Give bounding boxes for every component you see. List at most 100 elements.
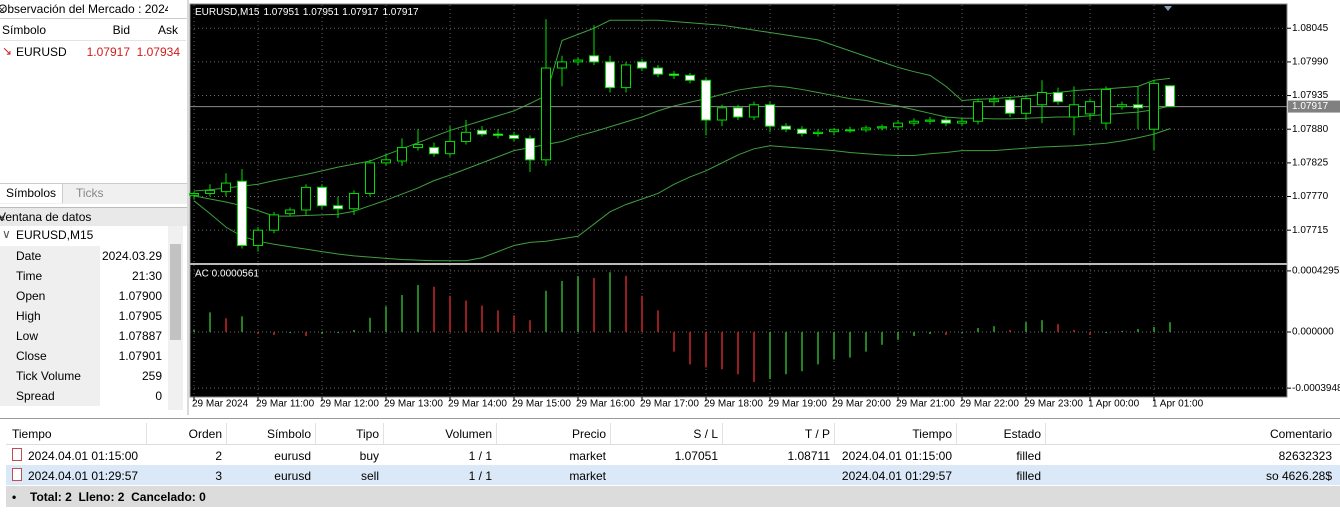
column-header[interactable]: Orden xyxy=(188,427,222,441)
market-watch-row[interactable]: ↘ EURUSD 1.07917 1.07934 xyxy=(0,42,186,62)
chart: 1.08045 1.07990 1.07935 1.07880 1.07825 1.077… xyxy=(189,0,1340,410)
order-cell: 2 xyxy=(215,449,222,463)
column-divider xyxy=(1045,423,1046,444)
x-tick-label: 29 Mar 22:00 xyxy=(960,399,1019,410)
data-window-row: Tick Volume 259 xyxy=(0,366,166,387)
candle-body xyxy=(557,61,567,69)
column-header[interactable]: Bid xyxy=(112,23,130,37)
candle-body xyxy=(1117,104,1127,108)
x-tick-label: 29 Mar 18:00 xyxy=(704,399,763,410)
candle-body xyxy=(1085,101,1095,115)
y-tick-label: 1.07990 xyxy=(1292,57,1329,68)
order-cell: 2024.04.01 01:15:00 xyxy=(841,449,952,463)
candle-body xyxy=(637,61,647,69)
order-cell: 2024.04.01 01:29:57 xyxy=(841,469,952,483)
close-button[interactable]: × xyxy=(0,2,6,17)
column-header[interactable]: Precio xyxy=(571,427,606,441)
column-header[interactable]: Tiempo xyxy=(12,427,52,441)
data-window-symbol-row[interactable]: ∨ EURUSD,M15 xyxy=(0,226,166,244)
y-tick-label: 1.07880 xyxy=(1292,124,1329,135)
candle-body xyxy=(461,131,471,142)
candle-body xyxy=(573,59,583,63)
column-header[interactable]: S / L xyxy=(693,427,718,441)
tab[interactable]: Ticks xyxy=(76,186,104,200)
order-row[interactable]: 2024.04.01 01:15:00 2 eurusd buy 1 / 1 market… xyxy=(6,445,1340,465)
candle-body xyxy=(445,140,455,155)
band-line xyxy=(193,19,1171,192)
y-tick-label: 1.07935 xyxy=(1292,90,1329,101)
x-tick-label: 29 Mar 17:00 xyxy=(640,399,699,410)
order-cell: market xyxy=(569,449,606,463)
column-header[interactable]: T / P xyxy=(804,427,830,441)
data-window-value: 1.07900 xyxy=(118,289,162,303)
column-divider xyxy=(496,423,497,444)
x-tick-label: 29 Mar 19:00 xyxy=(768,399,827,410)
candle-body xyxy=(237,180,247,246)
column-header[interactable]: Comentario xyxy=(1269,427,1332,441)
column-header[interactable]: Símbolo xyxy=(266,427,311,441)
candle-body xyxy=(845,129,855,132)
data-window-key: Open xyxy=(16,289,46,303)
close-button[interactable]: × xyxy=(0,210,6,225)
symbol: EURUSD xyxy=(16,45,67,59)
column-divider xyxy=(956,423,957,444)
column-divider xyxy=(834,423,835,444)
column-divider xyxy=(383,423,384,444)
candle-body xyxy=(301,186,311,211)
x-tick-label: 29 Mar 23:00 xyxy=(1024,399,1083,410)
order-cell: filled xyxy=(1016,449,1041,463)
y-tick-label: 1.07715 xyxy=(1292,225,1329,236)
order-cell: sell xyxy=(360,469,379,483)
column-header[interactable]: Estado xyxy=(1003,427,1041,441)
order-cell: 1.07051 xyxy=(674,449,718,463)
x-tick-label: 29 Mar 13:00 xyxy=(384,399,443,410)
market-watch-tabs: Símbolos Ticks xyxy=(0,183,187,204)
candle-body xyxy=(813,131,823,134)
data-window-row: Time 21:30 xyxy=(0,266,166,287)
x-tick-label: 29 Mar 21:00 xyxy=(896,399,955,410)
ask: 1.07934 xyxy=(136,45,180,59)
candle-body xyxy=(781,125,791,130)
candle-body xyxy=(909,120,919,124)
candle-body xyxy=(605,61,615,89)
x-tick-label: 29 Mar 15:00 xyxy=(512,399,571,410)
data-window-key-cell: Open xyxy=(0,286,100,306)
candle-body xyxy=(429,147,439,155)
header-value: 1.07951 xyxy=(263,7,300,18)
candle-body xyxy=(317,186,327,207)
order-icon xyxy=(12,468,22,481)
order-cell: 1 / 1 xyxy=(468,449,492,463)
order-cell: so 4626.28$ xyxy=(1265,469,1332,483)
market-watch-title: Observación del Mercado : 2024.04. xyxy=(0,2,168,16)
column-header[interactable]: Símbolo xyxy=(2,23,47,37)
chart-header: EURUSD,M15 1.07951 1.07951 1.07917 1.07917 xyxy=(195,7,419,18)
column-divider xyxy=(610,423,611,444)
data-window-row: Date 2024.03.29 xyxy=(0,246,166,267)
column-header[interactable]: Volumen xyxy=(445,427,492,441)
data-window-key-cell: Tick Volume xyxy=(0,366,100,386)
data-window-key: Spread xyxy=(16,389,55,403)
current-price-box xyxy=(1288,100,1340,113)
data-window-title: Ventana de datos xyxy=(0,210,92,224)
bullet: • xyxy=(12,490,17,504)
column-header[interactable]: Ask xyxy=(157,23,178,37)
column-divider xyxy=(226,423,227,444)
data-window-key: Close xyxy=(16,349,47,363)
order-cell: 1.08711 xyxy=(787,449,831,463)
column-header[interactable]: Tiempo xyxy=(912,427,952,441)
bid: 1.07917 xyxy=(86,45,130,59)
orders-header: Tiempo Orden Símbolo Tipo Volumen Precio S / L… xyxy=(6,423,1340,445)
column-header[interactable]: Tipo xyxy=(356,427,379,441)
splitter xyxy=(187,0,189,415)
x-tick-label: 29 Mar 14:00 xyxy=(448,399,507,410)
header-value: 1.07917 xyxy=(342,7,379,18)
scrollbar-thumb[interactable] xyxy=(170,244,181,340)
candle-body xyxy=(205,189,215,194)
order-row[interactable]: 2024.04.01 01:29:57 3 eurusd sell 1 / 1 marke… xyxy=(6,465,1340,485)
candle-body xyxy=(701,79,711,121)
order-cell: 82632323 xyxy=(1278,449,1332,463)
tab[interactable]: Símbolos xyxy=(0,184,64,203)
data-window-row: Open 1.07900 xyxy=(0,286,166,307)
x-tick-label: 29 Mar 12:00 xyxy=(320,399,379,410)
order-cell: eurusd xyxy=(274,449,311,463)
